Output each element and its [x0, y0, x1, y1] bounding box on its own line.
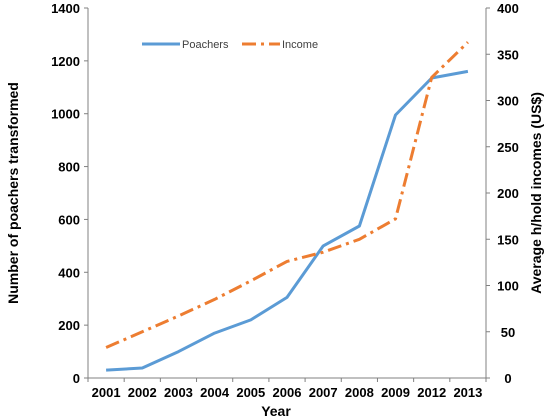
series-line-income — [105, 41, 469, 349]
right-y-tick-label: 200 — [497, 186, 519, 201]
series-layer — [105, 41, 469, 372]
x-tick-label: 2013 — [453, 385, 482, 400]
left-y-tick-label: 400 — [58, 265, 80, 280]
x-tick-label: 2009 — [381, 385, 410, 400]
series-line-poachers — [106, 69, 469, 372]
left-y-ticks: 0 200 400 600 800 1000 1200 1400 — [51, 1, 88, 386]
x-tick-label: 2003 — [164, 385, 193, 400]
x-tick-label: 2012 — [417, 385, 446, 400]
x-axis-title: Year — [261, 403, 291, 419]
right-y-tick-label: 0 — [504, 371, 511, 386]
right-y-tick-label: 250 — [497, 140, 519, 155]
left-y-tick-label: 1200 — [51, 54, 80, 69]
x-tick-label: 2005 — [236, 385, 265, 400]
x-tick-label: 2006 — [273, 385, 302, 400]
left-y-tick-label: 0 — [73, 371, 80, 386]
x-tick-label: 2007 — [309, 385, 338, 400]
right-y-ticks: 0 50 100 150 200 250 300 350 400 — [486, 1, 519, 386]
left-y-axis-title: Number of poachers transformed — [5, 82, 21, 304]
left-y-tick-label: 800 — [58, 160, 80, 175]
left-y-tick-label: 600 — [58, 212, 80, 227]
right-y-tick-label: 100 — [497, 279, 519, 294]
left-y-tick-label: 1000 — [51, 107, 80, 122]
right-y-tick-label: 150 — [497, 232, 519, 247]
x-tick-label: 2004 — [200, 385, 230, 400]
left-y-tick-label: 1400 — [51, 1, 80, 16]
right-y-tick-label: 50 — [501, 325, 515, 340]
legend-label-poachers: Poachers — [182, 39, 229, 51]
right-y-tick-label: 400 — [497, 1, 519, 16]
x-ticks: 2001 2002 2003 2004 2005 2006 2007 2008 2009 2012… — [87, 378, 487, 400]
right-y-tick-label: 350 — [497, 47, 519, 62]
left-y-tick-label: 200 — [58, 318, 80, 333]
legend: Poachers Income — [142, 39, 318, 51]
x-tick-label: 2002 — [128, 385, 157, 400]
right-y-axis-title: Average h/hold incomes (US$) — [528, 92, 544, 294]
x-tick-label: 2008 — [345, 385, 374, 400]
x-tick-label: 2001 — [92, 385, 121, 400]
right-y-tick-label: 300 — [497, 94, 519, 109]
legend-label-income: Income — [282, 39, 318, 51]
